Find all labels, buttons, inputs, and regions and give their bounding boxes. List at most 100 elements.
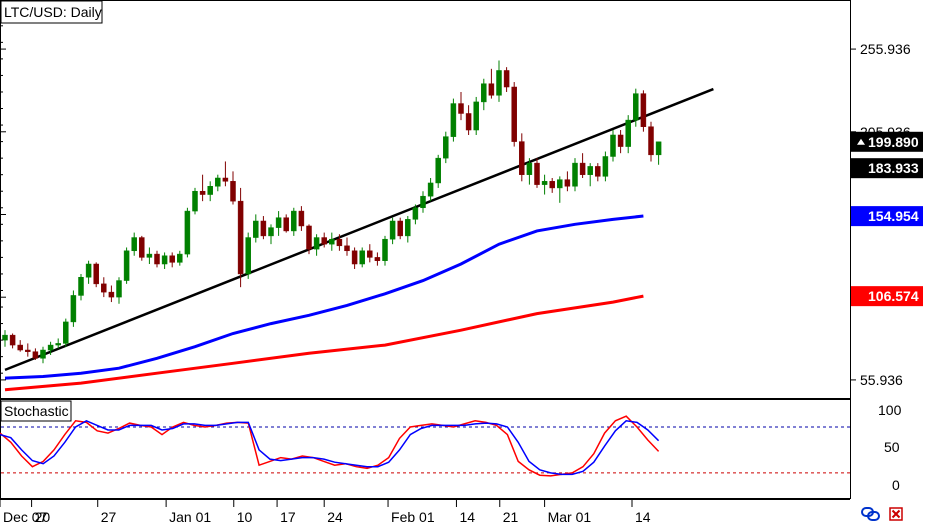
candle-body — [161, 255, 168, 265]
candle-body — [367, 250, 373, 258]
candle-body — [473, 101, 479, 131]
candle-body — [488, 83, 495, 96]
candle-body — [192, 190, 198, 212]
candle-body — [63, 321, 69, 344]
candle-body — [2, 334, 8, 341]
candle-body — [412, 207, 419, 220]
candle-body — [625, 119, 631, 147]
candle-body — [465, 113, 472, 131]
candle-body — [306, 225, 312, 250]
candle-body — [481, 83, 487, 103]
price-tag-box — [851, 158, 923, 179]
chart-title: LTC/USD: Daily — [4, 4, 102, 20]
stochastic-line-0 — [0, 415, 660, 477]
candle-body — [55, 343, 61, 346]
candle-body — [131, 237, 137, 252]
candle-body — [275, 217, 282, 228]
candle-body — [503, 70, 510, 88]
candle-body — [139, 237, 145, 258]
candle-body — [283, 217, 289, 232]
candle-body — [610, 134, 616, 157]
price-tag-label: 154.954 — [868, 208, 919, 224]
time-tick-label: 14 — [635, 509, 651, 525]
candle-body — [199, 190, 206, 195]
stochastic-plot-frame — [0, 399, 851, 499]
candle-body — [557, 179, 563, 189]
candle-body — [549, 181, 555, 189]
candle-body — [268, 227, 274, 237]
candle-body — [397, 220, 403, 237]
link-icon[interactable] — [861, 507, 880, 521]
candle-body — [595, 166, 601, 177]
stochastic-panel: Stochastic 100 50 0 — [0, 399, 902, 499]
candle-body — [154, 253, 160, 265]
candle-body — [146, 253, 153, 258]
moving-average-slow — [4, 294, 644, 392]
time-tick-label: 17 — [280, 509, 296, 525]
candle-body — [344, 245, 350, 252]
candle-body — [47, 344, 54, 351]
candle-body — [78, 276, 84, 296]
candle-body — [443, 136, 449, 159]
candle-body — [519, 141, 525, 175]
candle-body — [230, 181, 236, 202]
candle-body — [579, 162, 586, 175]
candle-body — [405, 219, 411, 237]
candle-body — [9, 334, 16, 346]
candle-body — [313, 237, 320, 250]
title-box — [0, 0, 103, 24]
candle-body — [237, 200, 244, 275]
time-tick-label: Jan 01 — [169, 509, 211, 525]
time-tick-label: 20 — [35, 509, 51, 525]
candle-body — [93, 263, 99, 285]
candle-body — [587, 166, 593, 175]
candle-body — [450, 103, 457, 137]
candle-body — [245, 237, 251, 275]
stochastic-tick-50: 50 — [884, 439, 900, 455]
candle-body — [123, 250, 130, 281]
candle-body — [298, 210, 305, 227]
candle-body — [70, 295, 77, 323]
time-tick-label: 10 — [237, 509, 253, 525]
candle-body — [336, 238, 343, 247]
candle-body — [427, 182, 434, 197]
candle-body — [572, 162, 578, 187]
price-tick-label: 55.936 — [860, 372, 903, 388]
time-tick-label: Feb 01 — [391, 509, 435, 525]
candle-body — [207, 186, 213, 195]
candle-body — [253, 220, 259, 238]
time-tick-label: 24 — [327, 509, 343, 525]
candle-body — [291, 210, 297, 232]
candle-body — [458, 103, 464, 114]
stochastic-title-box — [0, 400, 72, 422]
time-tick-label: Dec 07 — [3, 509, 48, 525]
candle-body — [534, 162, 540, 185]
candle-body — [389, 220, 396, 240]
candle-body — [260, 220, 267, 237]
close-icon[interactable] — [889, 507, 903, 521]
candle-body — [640, 93, 647, 127]
candle-body — [222, 177, 229, 182]
candle-body — [633, 93, 639, 121]
stochastic-lines — [0, 415, 660, 477]
candle-body — [169, 255, 175, 263]
candle-body — [17, 344, 23, 351]
time-tick-label: 27 — [101, 509, 117, 525]
stochastic-tick-0: 0 — [892, 477, 900, 493]
price-tick-label: 255.936 — [860, 41, 911, 57]
candle-body — [215, 177, 221, 187]
time-tick-label: Mar 01 — [548, 509, 592, 525]
candle-body — [435, 157, 441, 184]
moving-average-fast — [4, 214, 644, 380]
price-tag-box — [851, 286, 923, 307]
candle-body — [617, 134, 624, 147]
candle-body — [359, 250, 365, 265]
candle-body — [511, 86, 517, 142]
trendline — [4, 87, 714, 372]
price-tag-box — [851, 131, 923, 152]
time-tick-label: 21 — [503, 509, 519, 525]
candle-body — [85, 263, 92, 278]
candle-body — [116, 280, 122, 298]
candle-body — [541, 181, 548, 185]
